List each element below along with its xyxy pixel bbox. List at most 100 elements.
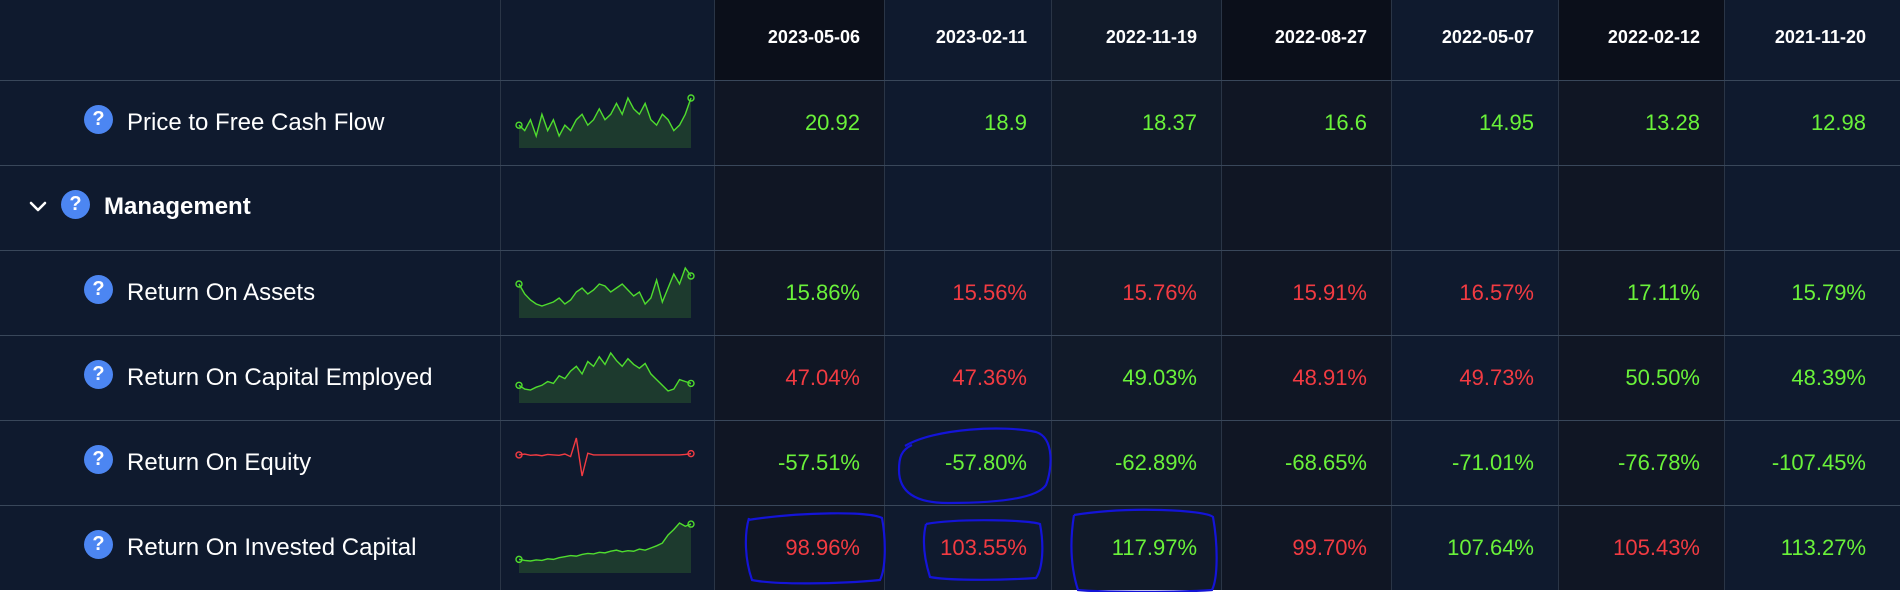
sparkline-chart <box>515 94 695 148</box>
metric-value: 105.43% <box>1613 535 1700 560</box>
header-shade <box>1558 0 1724 80</box>
column-header[interactable]: 2022-02-12 <box>1607 27 1700 47</box>
metric-value: 48.91% <box>1292 365 1367 390</box>
metric-value: 47.36% <box>952 365 1027 390</box>
sparkline-line <box>518 437 692 477</box>
metric-value: -68.65% <box>1285 450 1367 475</box>
metric-value: -76.78% <box>1618 450 1700 475</box>
metric-value: 48.39% <box>1791 365 1866 390</box>
metric-value: 15.79% <box>1791 280 1866 305</box>
column-header[interactable]: 2022-05-07 <box>1441 27 1534 47</box>
sparkline-endpoint <box>515 381 523 389</box>
metric-value: 18.9 <box>984 110 1027 135</box>
sparkline-endpoint <box>515 451 523 459</box>
column-divider <box>1724 0 1725 590</box>
column-divider <box>500 0 501 590</box>
column-header[interactable]: 2022-08-27 <box>1274 27 1367 47</box>
metric-value: 15.76% <box>1122 280 1197 305</box>
column-divider <box>714 0 715 590</box>
metric-value: 47.04% <box>785 365 860 390</box>
help-circle-icon[interactable]: ? <box>84 105 113 134</box>
row-label: Return On Capital Employed <box>127 364 433 391</box>
column-divider <box>884 0 885 590</box>
sparkline-line <box>518 266 692 307</box>
help-circle-icon[interactable]: ? <box>84 530 113 559</box>
column-shade <box>1221 0 1391 590</box>
help-circle-icon[interactable]: ? <box>84 275 113 304</box>
metric-value: 14.95 <box>1478 110 1534 135</box>
row-label: Return On Equity <box>127 449 312 476</box>
metric-value: -57.80% <box>945 450 1027 475</box>
row-divider <box>0 505 1900 506</box>
row-divider <box>0 420 1900 421</box>
column-divider <box>1558 0 1559 590</box>
metric-value: 17.11% <box>1627 280 1700 305</box>
metric-value: -71.01% <box>1452 450 1534 475</box>
help-circle-icon[interactable]: ? <box>61 190 90 219</box>
column-shade <box>714 0 884 590</box>
sparkline-line <box>518 351 692 392</box>
metric-value: 15.91% <box>1292 280 1367 305</box>
metric-value: 113.27% <box>1780 535 1866 560</box>
row-label: Return On Invested Capital <box>127 534 417 561</box>
header-shade <box>714 0 884 80</box>
metric-value: 12.98 <box>1810 110 1866 135</box>
row-divider <box>0 335 1900 336</box>
sparkline-endpoint <box>687 449 695 458</box>
row-divider <box>0 165 1900 166</box>
sparkline-chart <box>515 266 695 318</box>
metric-value: 98.96% <box>785 535 860 560</box>
metric-value: -107.45% <box>1771 450 1866 475</box>
sparkline-endpoint <box>515 280 523 288</box>
column-divider <box>1221 0 1222 590</box>
metric-value: 103.55% <box>940 535 1027 560</box>
column-header[interactable]: 2022-11-19 <box>1105 27 1197 47</box>
metric-value: 117.97% <box>1111 535 1197 560</box>
sparkline-endpoint <box>687 94 695 102</box>
column-divider <box>1391 0 1392 590</box>
metric-value: 13.28 <box>1644 110 1700 135</box>
sparkline-endpoint <box>515 555 523 564</box>
metric-value: -62.89% <box>1115 450 1197 475</box>
metric-value: 99.70% <box>1292 535 1367 560</box>
column-divider <box>1051 0 1052 590</box>
metric-value: 49.73% <box>1459 365 1534 390</box>
sparkline-area <box>519 268 691 318</box>
row-divider <box>0 250 1900 251</box>
group-label-management: Management <box>104 193 251 220</box>
help-circle-icon[interactable]: ? <box>84 360 113 389</box>
column-shade <box>1051 0 1221 590</box>
metric-value: 49.03% <box>1122 365 1197 390</box>
column-header[interactable]: 2023-05-06 <box>767 27 860 47</box>
row-label: Price to Free Cash Flow <box>127 109 385 136</box>
help-circle-icon[interactable]: ? <box>84 445 113 474</box>
metric-value: -57.51% <box>778 450 860 475</box>
metric-value: 20.92 <box>804 110 860 135</box>
sparkline-endpoint <box>687 272 695 280</box>
sparkline-chart <box>515 437 695 477</box>
metric-value: 16.6 <box>1324 110 1367 135</box>
header-shade <box>1221 0 1391 80</box>
sparkline-chart <box>515 520 695 573</box>
metric-value: 15.56% <box>952 280 1027 305</box>
column-header[interactable]: 2023-02-11 <box>935 27 1027 47</box>
column-shade <box>1558 0 1724 590</box>
row-divider <box>0 80 1900 81</box>
chevron-down-icon[interactable] <box>28 199 48 215</box>
sparkline-area <box>519 98 691 148</box>
sparkline-line <box>518 522 692 562</box>
sparkline-endpoint <box>687 379 695 388</box>
sparkline-line <box>518 96 692 139</box>
sparkline-endpoint <box>687 520 695 528</box>
row-label: Return On Assets <box>127 279 316 306</box>
metric-value: 18.37 <box>1141 110 1197 135</box>
sparkline-area <box>519 523 691 573</box>
column-header[interactable]: 2021-11-20 <box>1774 27 1866 47</box>
metric-value: 107.64% <box>1447 535 1534 560</box>
sparkline-area <box>519 353 691 403</box>
sparkline-endpoint <box>515 121 523 129</box>
metric-value: 16.57% <box>1459 280 1534 305</box>
metric-value: 15.86% <box>785 280 860 305</box>
